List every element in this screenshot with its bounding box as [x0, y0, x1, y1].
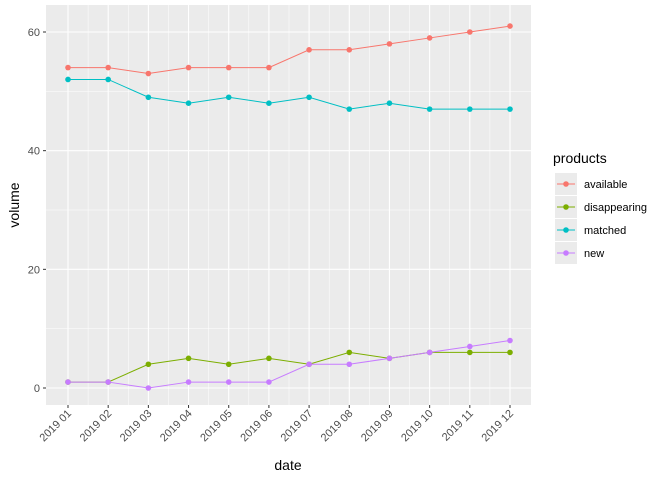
data-point-available	[266, 64, 272, 71]
data-point-available	[426, 35, 433, 41]
series-line-new	[68, 340, 511, 389]
data-point-available	[507, 23, 513, 29]
y-tick-label: 20	[28, 264, 40, 276]
legend: products available disappearing matched new	[553, 150, 647, 264]
data-point-disappearing	[507, 349, 513, 356]
data-point-new	[65, 379, 71, 385]
data-point-disappearing	[467, 349, 473, 356]
x-tick-label: 2019 06	[238, 408, 275, 445]
legend-label: matched	[584, 225, 626, 237]
data-point-matched	[65, 76, 71, 83]
x-tick-label: 2019 07	[279, 408, 316, 445]
data-point-matched	[225, 94, 232, 101]
series-line-available	[68, 25, 511, 75]
y-tick-label: 40	[28, 146, 40, 158]
x-tick-label: 2019 05	[198, 408, 235, 445]
data-point-available	[386, 41, 393, 47]
data-point-available	[467, 29, 473, 35]
data-point-available	[185, 64, 192, 71]
series-line-matched	[68, 78, 510, 110]
y-axis-title: volume	[6, 182, 22, 227]
data-point-matched	[507, 106, 513, 112]
data-point-available	[306, 47, 312, 53]
x-tick-label: 2019 02	[78, 408, 115, 445]
data-point-disappearing	[225, 361, 232, 368]
data-point-matched	[346, 106, 353, 112]
data-point-matched	[386, 100, 393, 106]
x-tick-label: 2019 04	[158, 408, 195, 445]
y-tick-label: 60	[28, 27, 40, 39]
data-point-disappearing	[346, 349, 353, 356]
plot-panel	[46, 5, 531, 405]
x-tick-label: 2019 11	[440, 408, 476, 444]
data-point-disappearing	[145, 361, 152, 368]
data-point-new	[306, 361, 312, 368]
data-point-new	[266, 379, 272, 385]
legend-key-point	[563, 181, 569, 187]
x-tick-label: 2019 01	[38, 408, 75, 445]
data-point-new	[346, 361, 353, 368]
data-point-disappearing	[266, 355, 272, 362]
data-point-available	[145, 70, 152, 77]
x-axis-title: date	[274, 457, 301, 473]
data-point-new	[105, 379, 111, 385]
legend-label: new	[584, 248, 604, 260]
data-point-available	[225, 64, 232, 71]
x-tick-label: 2019 03	[118, 408, 155, 445]
data-point-available	[346, 47, 353, 53]
data-point-matched	[306, 94, 312, 101]
legend-title: products	[553, 150, 607, 166]
data-point-matched	[266, 100, 272, 106]
y-tick-label: 0	[34, 383, 40, 395]
data-point-matched	[467, 106, 473, 112]
legend-key-point	[563, 227, 569, 233]
data-point-matched	[145, 94, 152, 101]
legend-label: disappearing	[584, 202, 647, 214]
legend-key-point	[563, 250, 569, 256]
data-point-available	[65, 64, 71, 71]
data-point-matched	[105, 76, 111, 83]
x-tick-label: 2019 10	[399, 408, 436, 445]
data-point-new	[185, 379, 192, 385]
x-tick-label: 2019 09	[359, 408, 396, 445]
data-point-new	[225, 379, 232, 385]
data-point-disappearing	[185, 355, 192, 362]
legend-key-point	[563, 204, 569, 210]
data-point-available	[105, 64, 111, 71]
data-point-new	[467, 343, 473, 350]
series-line-disappearing	[68, 351, 510, 383]
data-point-matched	[426, 106, 433, 112]
data-point-new	[426, 349, 433, 356]
x-tick-label: 2019 12	[480, 408, 517, 445]
x-tick-label: 2019 08	[319, 408, 356, 445]
data-point-matched	[185, 100, 192, 106]
data-point-new	[507, 337, 513, 344]
data-point-new	[145, 385, 152, 391]
data-point-new	[386, 355, 393, 362]
legend-label: available	[584, 179, 627, 191]
